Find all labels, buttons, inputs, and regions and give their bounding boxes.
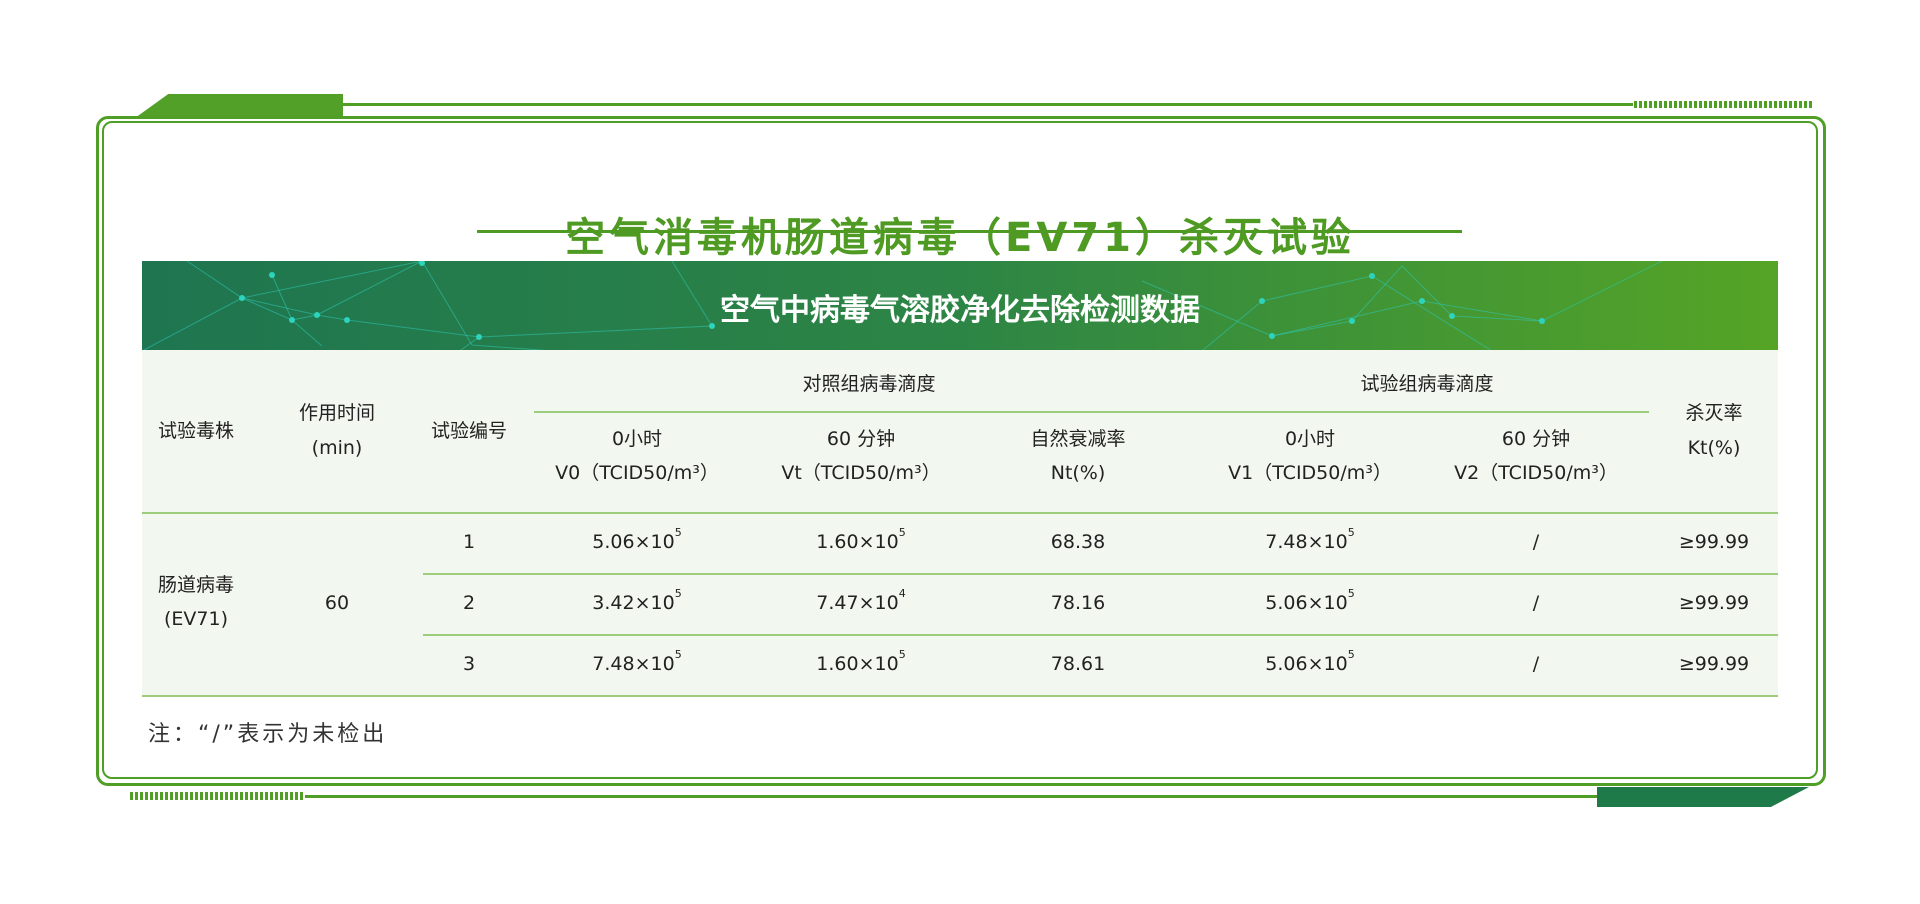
cell-vt-exponent: 5 [898, 526, 906, 539]
header-v2-unit: V2（TCID50/m³） [1454, 462, 1618, 484]
cell-v2: / [1533, 586, 1539, 620]
cell-kt-value: ≥99.99 [1678, 531, 1750, 553]
header-v0: 0小时 [611, 428, 663, 450]
footnote: 注：“/”表示为未检出 [148, 722, 388, 747]
cell-vt: 7.47×104 [816, 586, 905, 620]
header-strain: 试验毒株 [157, 420, 235, 442]
header-control-group: 对照组病毒滴度 [802, 373, 936, 395]
cell-v1-exponent: 5 [1347, 526, 1355, 539]
cell-v0-exponent: 5 [674, 648, 682, 661]
header-v1: 0小时 [1284, 428, 1336, 450]
cell-nt-value: 68.38 [1050, 531, 1106, 553]
cell-nt: 68.38 [1051, 525, 1105, 559]
network-pattern [142, 261, 1663, 350]
header-test-group: 试验组病毒滴度 [1360, 373, 1494, 395]
header-nt-unit: Nt(%) [1050, 462, 1106, 484]
cell-kt: ≥99.99 [1679, 647, 1749, 681]
cell-v1: 5.06×105 [1265, 647, 1354, 681]
decor-dashes-top [1634, 101, 1814, 108]
header-nt: 自然衰减率 [1030, 428, 1126, 450]
header-v0-unit: V0（TCID50/m³） [555, 462, 719, 484]
cell-nt: 78.61 [1051, 647, 1105, 681]
header-v1-unit: V1（TCID50/m³） [1228, 462, 1392, 484]
cell-nt: 78.16 [1051, 586, 1105, 620]
cell-v2: / [1533, 647, 1539, 681]
cell-v2-value: / [1532, 531, 1540, 553]
row-rule [423, 573, 1778, 575]
cell-no-value: 3 [462, 653, 476, 675]
cell-no: 2 [463, 586, 475, 620]
table-banner: 空气中病毒气溶胶净化去除检测数据 [142, 261, 1778, 350]
cell-v1-value: 5.06×10 [1265, 592, 1348, 614]
header-rule [142, 512, 1778, 514]
table-bottom-rule [142, 695, 1778, 697]
cell-v0-exponent: 5 [674, 587, 682, 600]
cell-v0: 7.48×105 [592, 647, 681, 681]
header-time-unit: (min) [311, 437, 363, 459]
header-vt: 60 分钟 [826, 428, 896, 450]
group-divider [534, 411, 1649, 413]
cell-v1: 7.48×105 [1265, 525, 1354, 559]
cell-v1-exponent: 5 [1347, 648, 1355, 661]
title-underline [477, 230, 1462, 233]
cell-no: 3 [463, 647, 475, 681]
header-v2: 60 分钟 [1501, 428, 1571, 450]
cell-v2: / [1533, 525, 1539, 559]
cell-kt-value: ≥99.99 [1678, 592, 1750, 614]
cell-vt-exponent: 4 [898, 587, 906, 600]
frame-inner [102, 121, 1818, 779]
cell-no: 1 [463, 525, 475, 559]
cell-kt-value: ≥99.99 [1678, 653, 1750, 675]
strain-name: 肠道病毒 [157, 574, 235, 596]
page-title: 空气消毒机肠道病毒（EV71）杀灭试验 [565, 215, 1355, 261]
cell-vt-value: 1.60×10 [816, 653, 899, 675]
cell-v1: 5.06×105 [1265, 586, 1354, 620]
decor-tab-top [135, 94, 343, 118]
header-time: 作用时间 [298, 402, 376, 424]
decor-tab-bottom [1597, 787, 1809, 807]
cell-v0-value: 3.42×10 [592, 592, 675, 614]
header-trial-no: 试验编号 [430, 420, 508, 442]
cell-vt-value: 7.47×10 [816, 592, 899, 614]
cell-nt-value: 78.16 [1050, 592, 1106, 614]
cell-v0: 3.42×105 [592, 586, 681, 620]
cell-v0: 5.06×105 [592, 525, 681, 559]
cell-v1-value: 7.48×10 [1265, 531, 1348, 553]
header-kt: 杀灭率 [1685, 402, 1743, 424]
cell-v2-value: / [1532, 592, 1540, 614]
cell-v0-exponent: 5 [674, 526, 682, 539]
cell-no-value: 1 [462, 531, 476, 553]
cell-v0-value: 5.06×10 [592, 531, 675, 553]
cell-vt: 1.60×105 [816, 647, 905, 681]
cell-kt: ≥99.99 [1679, 586, 1749, 620]
decor-dashes-bottom [130, 792, 305, 800]
header-vt-unit: Vt（TCID50/m³） [781, 462, 941, 484]
cell-vt-value: 1.60×10 [816, 531, 899, 553]
cell-kt: ≥99.99 [1679, 525, 1749, 559]
time-value: 60 [324, 592, 350, 614]
data-table: 试验毒株 作用时间 (min) 试验编号 对照组病毒滴度 试验组病毒滴度 杀灭率… [142, 350, 1778, 697]
cell-v1-exponent: 5 [1347, 587, 1355, 600]
cell-vt-exponent: 5 [898, 648, 906, 661]
decor-line-bottom [305, 795, 1600, 798]
row-rule [423, 634, 1778, 636]
decor-line-top [343, 103, 1633, 106]
banner-title: 空气中病毒气溶胶净化去除检测数据 [720, 293, 1200, 328]
network-nodes [239, 261, 1545, 340]
cell-v2-value: / [1532, 653, 1540, 675]
cell-vt: 1.60×105 [816, 525, 905, 559]
cell-nt-value: 78.61 [1050, 653, 1106, 675]
cell-v0-value: 7.48×10 [592, 653, 675, 675]
header-kt-unit: Kt(%) [1687, 437, 1741, 459]
strain-code: (EV71) [163, 608, 229, 630]
frame [96, 116, 1826, 786]
cell-v1-value: 5.06×10 [1265, 653, 1348, 675]
cell-no-value: 2 [462, 592, 476, 614]
